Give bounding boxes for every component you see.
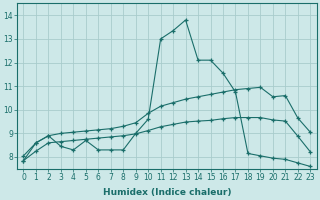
X-axis label: Humidex (Indice chaleur): Humidex (Indice chaleur) bbox=[103, 188, 231, 197]
